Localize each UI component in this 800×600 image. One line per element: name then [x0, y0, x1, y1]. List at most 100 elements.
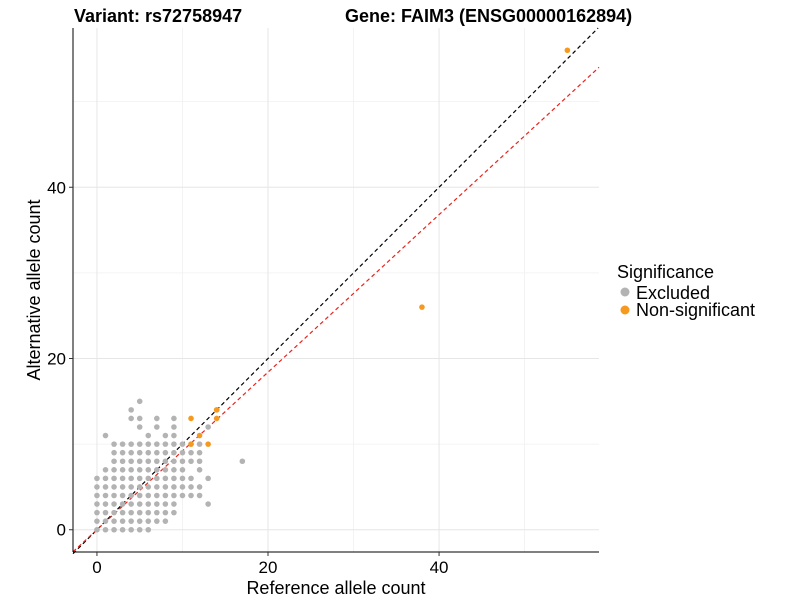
point-excluded [205, 475, 211, 482]
point-excluded [94, 509, 100, 516]
point-excluded [162, 484, 169, 490]
point-excluded [136, 484, 143, 490]
point-excluded [128, 407, 134, 413]
point-excluded [102, 518, 109, 524]
point-excluded [154, 484, 160, 490]
point-excluded [136, 449, 143, 456]
identity-reference-line [72, 27, 599, 555]
point-excluded [162, 458, 169, 465]
point-excluded [162, 467, 169, 473]
point-excluded [171, 467, 177, 473]
point-excluded [154, 509, 160, 516]
point-excluded [179, 441, 186, 447]
point-excluded [94, 518, 100, 524]
point-excluded [179, 449, 186, 456]
point-excluded [239, 458, 246, 465]
point-excluded [111, 467, 117, 473]
point-excluded [119, 509, 126, 516]
point-excluded [179, 475, 186, 482]
grid [73, 28, 599, 552]
point-excluded [119, 492, 126, 499]
point-excluded [154, 415, 160, 422]
point-excluded [145, 518, 152, 524]
point-non-significant [419, 304, 425, 310]
point-excluded [171, 449, 177, 456]
point-excluded [162, 518, 169, 524]
point-excluded [145, 492, 152, 499]
point-excluded [171, 441, 177, 447]
point-excluded [102, 475, 109, 482]
point-excluded [128, 518, 134, 524]
point-excluded [119, 518, 126, 524]
point-excluded [196, 449, 203, 456]
point-excluded [128, 526, 134, 533]
y-tick-label: 0 [57, 521, 66, 540]
point-excluded [145, 441, 152, 447]
point-excluded [162, 475, 169, 482]
point-excluded [136, 475, 143, 482]
point-excluded [94, 475, 100, 482]
point-excluded [171, 475, 177, 482]
point-excluded [119, 475, 126, 482]
point-excluded [94, 501, 100, 507]
point-excluded [102, 501, 109, 507]
point-non-significant [196, 432, 203, 439]
y-axis-title: Alternative allele count [24, 199, 44, 380]
point-non-significant [213, 415, 220, 422]
point-excluded [128, 484, 134, 490]
point-excluded [179, 492, 186, 499]
y-tick-label: 40 [47, 178, 66, 197]
point-excluded [145, 475, 152, 482]
point-excluded [145, 484, 152, 490]
point-excluded [136, 415, 143, 422]
point-excluded [145, 526, 152, 533]
point-excluded [94, 526, 100, 533]
point-excluded [119, 467, 126, 473]
legend: Significance Excluded Non-significant [617, 262, 755, 320]
point-excluded [154, 501, 160, 507]
point-excluded [111, 492, 117, 499]
point-excluded [188, 492, 194, 499]
point-excluded [154, 424, 160, 430]
point-excluded [102, 432, 109, 439]
point-excluded [179, 484, 186, 490]
point-excluded [171, 432, 177, 439]
point-excluded [154, 467, 160, 473]
point-excluded [145, 509, 152, 516]
point-excluded [94, 484, 100, 490]
point-excluded [171, 484, 177, 490]
point-excluded [171, 509, 177, 516]
point-excluded [145, 458, 152, 465]
point-excluded [111, 449, 117, 456]
point-excluded [205, 501, 211, 507]
point-excluded [119, 458, 126, 465]
point-excluded [128, 501, 134, 507]
point-excluded [196, 467, 203, 473]
point-excluded [111, 501, 117, 507]
data-points [94, 47, 571, 533]
point-excluded [119, 484, 126, 490]
point-excluded [145, 449, 152, 456]
point-excluded [154, 449, 160, 456]
point-excluded [188, 475, 194, 482]
point-excluded [162, 441, 169, 447]
point-excluded [136, 467, 143, 473]
point-excluded [162, 492, 169, 499]
point-excluded [154, 441, 160, 447]
fitted-reference-line [72, 66, 600, 553]
point-excluded [136, 398, 143, 405]
legend-label-nonsignificant: Non-significant [636, 300, 755, 320]
point-excluded [128, 509, 134, 516]
point-excluded [111, 484, 117, 490]
point-excluded [171, 424, 177, 430]
point-excluded [179, 467, 186, 473]
point-excluded [128, 449, 134, 456]
point-excluded [102, 509, 109, 516]
legend-swatch-nonsignificant [620, 305, 630, 315]
point-excluded [128, 441, 134, 447]
reference-lines [72, 27, 600, 555]
point-excluded [188, 484, 194, 490]
point-excluded [162, 509, 169, 516]
y-tick-label: 20 [47, 349, 66, 368]
